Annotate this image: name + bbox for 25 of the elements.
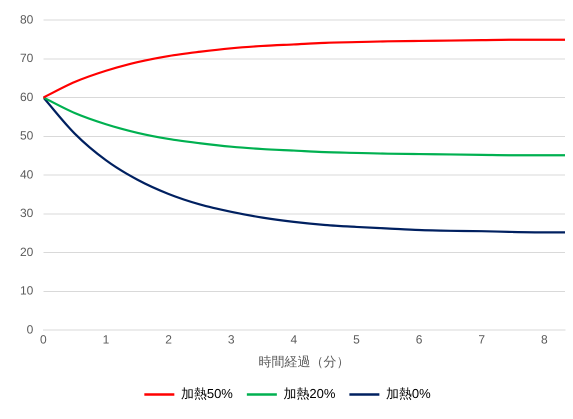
y-tick-label: 20: [20, 244, 34, 259]
x-tick-label: 3: [228, 332, 235, 347]
x-tick-label: 0: [40, 332, 48, 347]
x-tick-label: 6: [416, 332, 423, 347]
legend-label: 加熱20%: [283, 386, 336, 402]
y-tick-label: 70: [20, 51, 34, 66]
x-tick-label: 7: [478, 332, 486, 347]
y-tick-label: 50: [20, 128, 34, 143]
y-tick-label: 0: [26, 322, 34, 336]
x-tick-label: 8: [540, 332, 548, 347]
y-tick-label: 10: [20, 284, 34, 298]
y-tick-label: 80: [20, 12, 34, 26]
y-tick-label: 30: [20, 206, 34, 220]
y-tick-label: 60: [20, 90, 34, 104]
line-series: [43, 96, 565, 156]
legend-label: 加熱50%: [180, 386, 234, 402]
x-tick-label: 1: [102, 332, 110, 347]
x-tick-label: 2: [165, 332, 172, 347]
x-tick-label: 4: [290, 332, 298, 347]
y-tick-label: 40: [20, 167, 34, 182]
x-tick-label: 5: [353, 332, 360, 347]
line-series: [43, 96, 565, 234]
x-axis-title: 時間経過（分）: [258, 354, 350, 369]
legend-label: 加熱0%: [386, 386, 432, 402]
line-series: [43, 38, 565, 99]
